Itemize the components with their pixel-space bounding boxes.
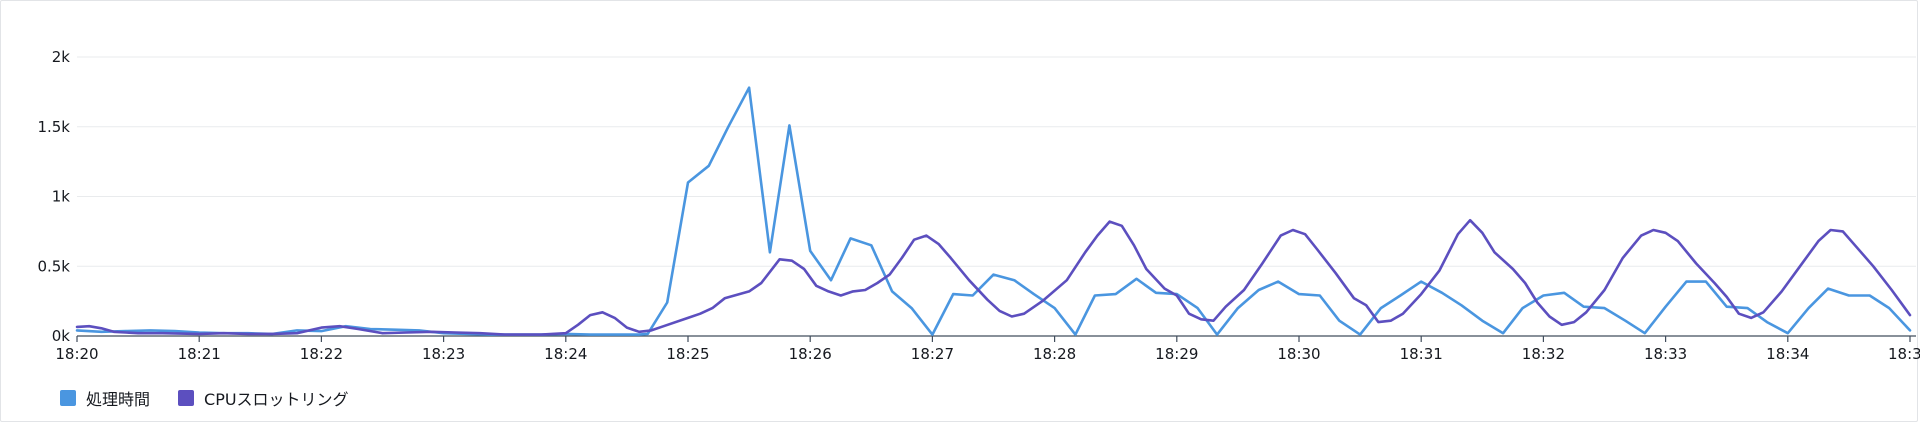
legend-item-cpu-throttling[interactable]: CPUスロットリング	[178, 386, 349, 410]
legend-swatch	[178, 390, 195, 406]
x-tick-label: 18:25	[666, 345, 709, 363]
y-tick-label: 0k	[52, 327, 71, 345]
legend-label: CPUスロットリング	[204, 390, 349, 409]
x-tick-label: 18:24	[544, 345, 587, 363]
chart-legend: 処理時間 CPUスロットリング	[60, 386, 349, 410]
y-tick-label: 1.5k	[37, 118, 70, 136]
series-line-0[interactable]	[75, 86, 1912, 336]
y-tick-label: 0.5k	[37, 257, 70, 275]
x-tick-label: 18:3	[1888, 345, 1920, 363]
x-tick-label: 18:30	[1277, 345, 1320, 363]
y-tick-label: 1k	[52, 188, 71, 206]
x-tick-label: 18:32	[1522, 345, 1565, 363]
x-tick-label: 18:26	[789, 345, 832, 363]
x-tick-label: 18:20	[55, 345, 98, 363]
x-tick-label: 18:22	[300, 345, 343, 363]
x-tick-label: 18:21	[178, 345, 221, 363]
x-tick-label: 18:27	[911, 345, 954, 363]
x-tick-label: 18:29	[1155, 345, 1198, 363]
y-tick-label: 2k	[52, 48, 71, 66]
x-tick-label: 18:34	[1766, 345, 1809, 363]
x-tick-label: 18:23	[422, 345, 465, 363]
legend-swatch	[60, 390, 76, 406]
x-tick-label: 18:33	[1644, 345, 1687, 363]
x-tick-label: 18:28	[1033, 345, 1076, 363]
series-line-1[interactable]	[75, 218, 1912, 336]
legend-label: 処理時間	[86, 390, 151, 409]
legend-item-processing-time[interactable]: 処理時間	[60, 386, 150, 410]
x-tick-label: 18:31	[1400, 345, 1443, 363]
